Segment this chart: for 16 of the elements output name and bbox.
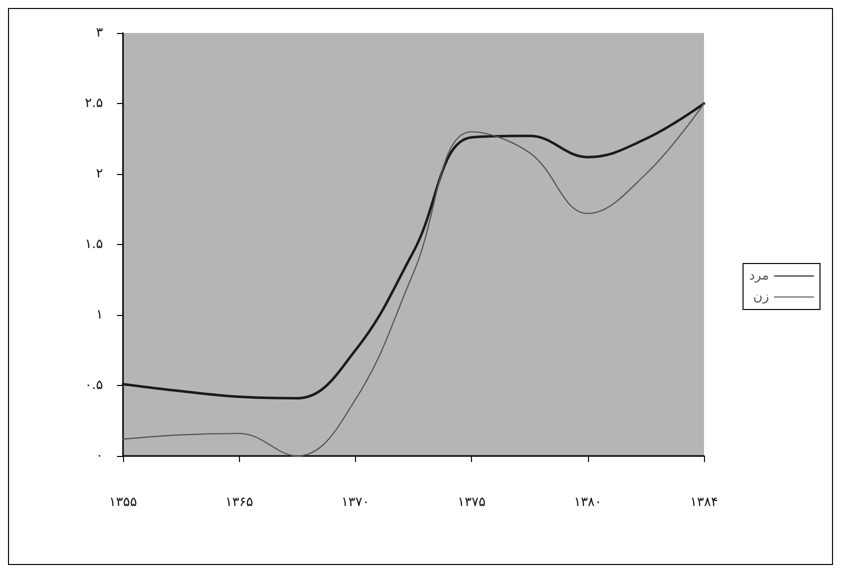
y-tick-label: ۲ (96, 166, 104, 182)
line-series (122, 102, 706, 400)
x-tick-label: ۱۳۵۵ (109, 495, 137, 510)
y-tick-label: ۰.۵ (84, 378, 104, 393)
y-tick-label: ۰ (96, 448, 103, 464)
y-tick-label: ۱.۵ (84, 237, 104, 252)
x-tick-label: ۱۳۸۰ (574, 495, 602, 510)
x-tick-label: ۱۳۸۴ (690, 495, 718, 510)
y-tick-label: ۲.۵ (84, 96, 104, 111)
y-tick-label: ۳ (96, 26, 104, 40)
legend-label: مرد (749, 268, 769, 284)
legend-label: زن (753, 290, 769, 304)
x-tick-label: ۱۳۶۵ (225, 495, 254, 510)
y-tick-label: ۱ (96, 308, 103, 322)
x-tick-label: ۱۳۷۰ (341, 495, 370, 510)
x-tick-label: ۱۳۷۵ (458, 495, 486, 510)
